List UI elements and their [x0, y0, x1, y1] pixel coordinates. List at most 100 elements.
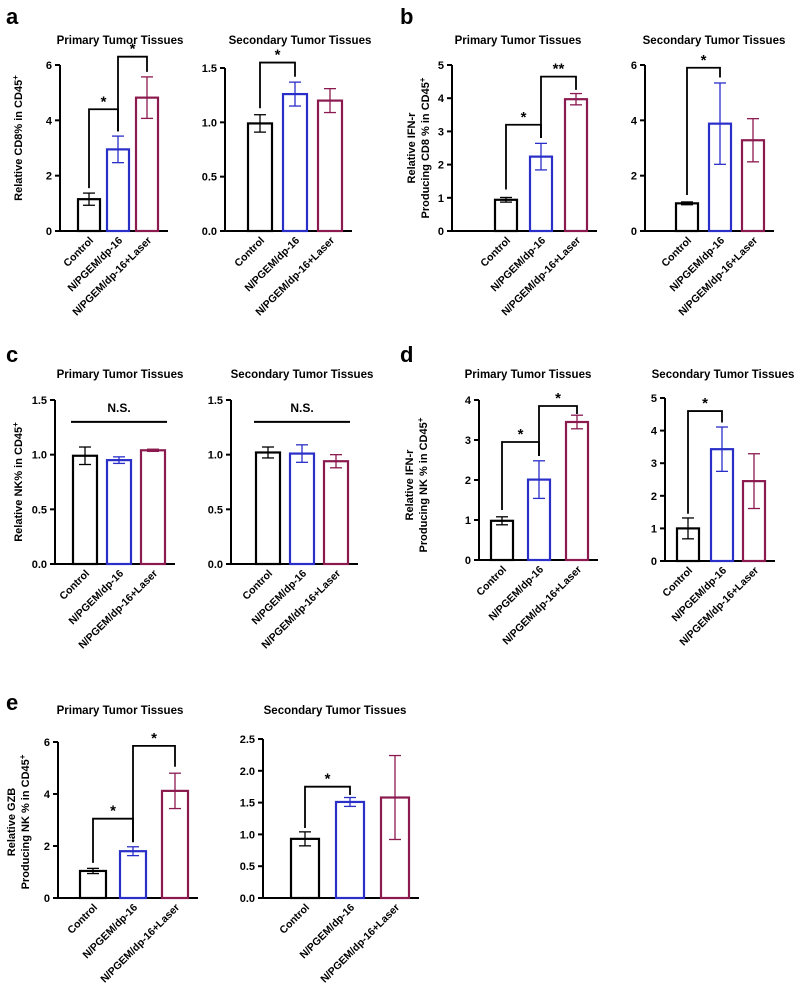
chart-title: Secondary Tumor Tissues: [231, 369, 374, 381]
bar: [105, 459, 133, 566]
y-tick-label: 1.0: [240, 829, 255, 841]
y-tick-label: 0: [46, 226, 52, 238]
y-axis-label-text: Relative CD8% in CD45: [13, 80, 25, 201]
y-axis-label-line2: Producing NK % in CD45: [418, 422, 430, 552]
charts-container: Primary Tumor Tissues 0 2 4 6 Relative CD8% i…: [6, 35, 794, 985]
y-tick-label: 4: [631, 115, 638, 127]
chart-title: Primary Tumor Tissues: [57, 705, 184, 717]
significance-label: *: [702, 395, 708, 412]
y-tick-label: 6: [44, 737, 50, 749]
significance-label: **: [553, 61, 565, 78]
y-axis-label: Relative GZB Producing NK % in CD45+: [6, 754, 32, 889]
chart-c: Primary Tumor Tissues 0.0 0.5 1.0 1.5 Relativ…: [11, 369, 183, 651]
significance-label: *: [130, 41, 136, 58]
category-label: Control: [478, 235, 513, 270]
bar: [71, 454, 99, 566]
y-tick-label: 0.0: [32, 559, 47, 571]
y-tick-label: 0.0: [202, 226, 217, 238]
chart-title: Primary Tumor Tissues: [57, 369, 184, 381]
chart-a: Primary Tumor Tissues 0 2 4 6 Relative CD8% i…: [11, 35, 183, 318]
y-tick-label: 1.0: [32, 450, 47, 462]
significance-bracket: [538, 405, 578, 456]
bar: [316, 99, 344, 233]
y-tick-label: 0: [465, 555, 471, 567]
chart-b2: Secondary Tumor Tissues0246ControlN/PGEM…: [631, 35, 785, 318]
y-tick-label: 3: [651, 458, 657, 470]
chart-title: Secondary Tumor Tissues: [264, 705, 407, 717]
y-tick-label: 4: [651, 426, 658, 438]
y-tick-label: 2: [46, 171, 52, 183]
bar: [118, 850, 148, 900]
y-axis-label: Relative NK% in CD45+: [11, 422, 25, 542]
ns-label: N.S.: [107, 401, 130, 415]
y-tick-label: 0.0: [208, 559, 223, 571]
chart-title: Secondary Tumor Tissues: [652, 369, 795, 381]
bar: [334, 800, 366, 900]
y-tick-label: 0: [631, 226, 637, 238]
chart-e2: Secondary Tumor Tissues 0.0 0.5 1.0 1.5 2.0 2.…: [240, 705, 419, 985]
y-tick-label: 0: [44, 893, 50, 905]
y-tick-label: 4: [44, 789, 51, 801]
chart-title: Secondary Tumor Tissues: [643, 35, 786, 47]
y-axis-label: Relative IFN-r Producing NK % in CD45+: [404, 417, 430, 552]
bar: [564, 420, 590, 562]
chart-d: Primary Tumor Tissues 0 1 2 3 4 Relative IFN-r…: [404, 369, 598, 647]
bar: [281, 92, 309, 233]
chart-a2: Secondary Tumor Tissues 0.0 0.5 1.0 1.5 Contr…: [202, 35, 372, 318]
significance-label: *: [151, 730, 157, 747]
chart-title: Primary Tumor Tissues: [455, 35, 582, 47]
significance-label: *: [518, 426, 524, 443]
y-tick-label: 4: [465, 395, 472, 407]
y-tick-label: 1: [465, 515, 471, 527]
bar: [289, 837, 321, 900]
category-label: Control: [65, 902, 100, 937]
chart-title: Primary Tumor Tissues: [57, 35, 184, 47]
chart-d2: Secondary Tumor Tissues012345ControlN/PG…: [651, 369, 794, 648]
y-axis-label-sup: +: [11, 75, 20, 80]
y-axis-label: Relative CD8% in CD45+: [11, 75, 25, 201]
bar: [493, 198, 519, 233]
panel-label-a: a: [6, 4, 19, 29]
y-tick-label: 0.0: [240, 893, 255, 905]
y-axis-label-sup: +: [418, 77, 427, 82]
significance-bracket: [117, 55, 148, 132]
y-tick-label: 2.0: [240, 766, 255, 778]
category-label: N/PGEM/dp-16+Laser: [98, 902, 182, 986]
significance-bracket: [304, 785, 351, 829]
bar: [288, 452, 316, 566]
bar: [139, 449, 167, 566]
category-label: N/PGEM/dp-16+Laser: [318, 902, 402, 986]
ns-label: N.S.: [290, 401, 313, 415]
category-label: Control: [474, 564, 509, 599]
y-tick-label: 1.0: [202, 117, 217, 129]
y-tick-label: 2: [651, 491, 657, 503]
significance-label: *: [275, 47, 281, 64]
category-label: Control: [277, 902, 312, 937]
panel-label-c: c: [6, 342, 18, 367]
y-tick-label: 6: [46, 60, 52, 72]
significance-bracket: [686, 66, 721, 196]
y-tick-label: 5: [651, 393, 657, 405]
significance-bracket: [687, 410, 723, 514]
y-tick-label: 1.5: [208, 395, 223, 407]
y-tick-label: 3: [438, 126, 444, 138]
y-tick-label: 1.5: [32, 395, 47, 407]
panel-label-e: e: [6, 690, 18, 715]
significance-bracket: [540, 75, 577, 139]
y-tick-label: 1: [651, 523, 657, 535]
y-tick-label: 0.5: [32, 504, 47, 516]
y-tick-label: 0.5: [240, 861, 255, 873]
significance-bracket: [259, 61, 296, 109]
y-tick-label: 0.5: [202, 172, 217, 184]
y-axis-label: Relative IFN-r Producing CD8 % in CD45+: [406, 77, 432, 218]
y-axis-label-sup: +: [18, 754, 27, 759]
y-tick-label: 5: [438, 60, 444, 72]
y-tick-label: 0: [651, 556, 657, 568]
y-tick-label: 2: [44, 841, 50, 853]
bar: [563, 98, 589, 233]
bar: [322, 460, 350, 566]
panel-label-b: b: [400, 4, 413, 29]
chart-c2: Secondary Tumor Tissues0.00.51.01.5Contr…: [208, 369, 374, 651]
significance-label: *: [110, 803, 116, 820]
y-axis-label-line1: Relative IFN-r: [404, 449, 416, 521]
